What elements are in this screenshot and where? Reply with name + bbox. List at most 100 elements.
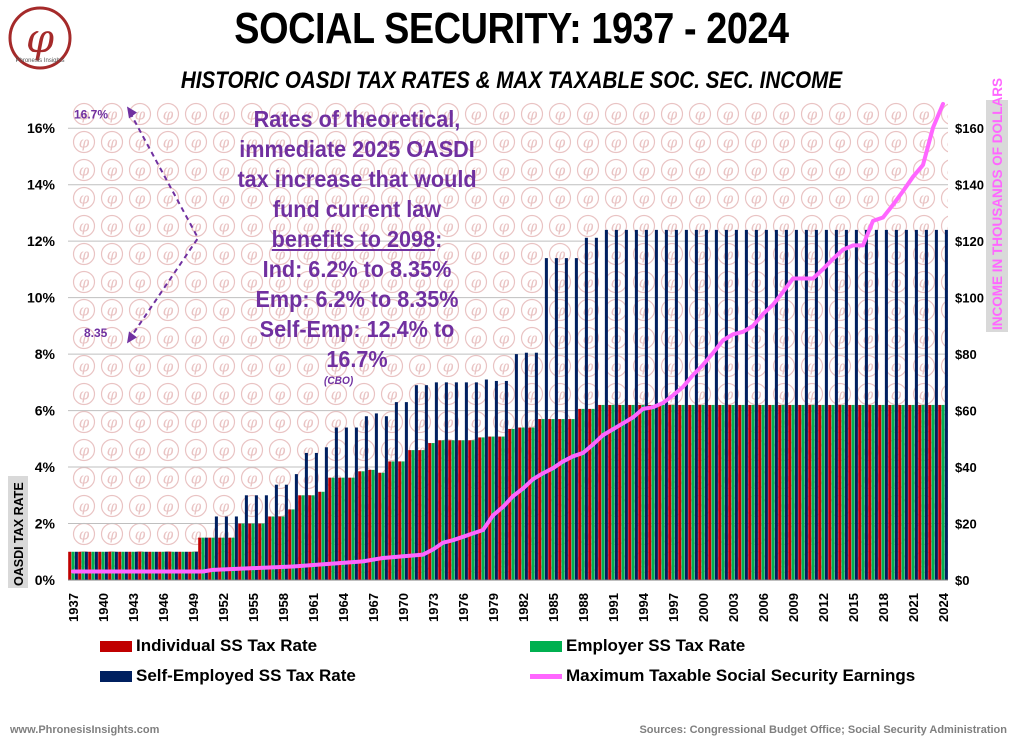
- y2-tick-label: $80: [955, 347, 977, 362]
- bar-self-employed: [834, 229, 838, 580]
- bar-self-employed: [634, 229, 638, 580]
- year-bars-1962: [318, 447, 328, 580]
- year-bars-2024: [938, 229, 948, 580]
- bar-individual: [558, 419, 562, 580]
- bar-individual: [68, 551, 72, 580]
- x-tick-label: 1955: [246, 593, 261, 622]
- bar-employer: [921, 404, 925, 580]
- x-tick-label: 1994: [636, 592, 651, 622]
- bar-employer: [531, 427, 535, 580]
- bar-individual: [98, 551, 102, 580]
- bar-employer: [91, 551, 95, 580]
- bar-self-employed: [784, 229, 788, 580]
- x-tick-label: 2003: [726, 593, 741, 622]
- year-bars-2018: [878, 229, 888, 580]
- legend-swatch-self: [100, 670, 132, 682]
- bar-employer: [491, 436, 495, 580]
- marker-top-label: 16.7%: [74, 107, 108, 121]
- bar-individual: [108, 551, 112, 580]
- x-tick-label: 1958: [276, 593, 291, 622]
- bar-employer: [521, 427, 525, 580]
- year-bars-2006: [758, 229, 768, 580]
- bar-employer: [631, 404, 635, 580]
- bar-employer: [821, 404, 825, 580]
- bar-self-employed: [274, 484, 278, 580]
- bar-employer: [721, 404, 725, 580]
- year-bars-1986: [558, 258, 568, 580]
- x-tick-label: 2012: [816, 593, 831, 622]
- bar-employer: [251, 523, 255, 580]
- legend-swatch-employer: [530, 640, 562, 652]
- bar-self-employed: [124, 551, 128, 580]
- bar-employer: [411, 450, 415, 580]
- annotation-colon: :: [435, 226, 443, 252]
- x-tick-label: 1937: [66, 593, 81, 622]
- bar-employer: [151, 551, 155, 580]
- legend-individual: Individual SS Tax Rate: [100, 636, 317, 656]
- year-bars-2017: [868, 229, 878, 580]
- bar-employer: [771, 404, 775, 580]
- bar-individual: [458, 440, 462, 580]
- year-bars-2015: [848, 229, 858, 580]
- bar-individual: [368, 469, 372, 580]
- annotation-line-1: Rates of theoretical,: [253, 106, 461, 132]
- annotation-arrow: [129, 111, 200, 339]
- y-axis-title: OASDI TAX RATE: [12, 482, 26, 586]
- y2-tick-label: $0: [955, 573, 969, 588]
- annotation-markers: 16.7% 8.35: [74, 106, 200, 344]
- bar-self-employed: [464, 382, 468, 580]
- year-bars-1955: [248, 495, 258, 580]
- bar-employer: [231, 537, 235, 580]
- bar-employer: [471, 440, 475, 580]
- year-bars-1982: [518, 352, 528, 580]
- year-bars-1999: [688, 229, 698, 580]
- year-bars-2000: [698, 229, 708, 580]
- year-bars-1945: [148, 551, 158, 580]
- bar-self-employed: [174, 551, 178, 580]
- bar-employer: [931, 404, 935, 580]
- bar-individual: [508, 428, 512, 580]
- year-bars-2010: [798, 229, 808, 580]
- bar-individual: [638, 404, 642, 580]
- bar-self-employed: [734, 229, 738, 580]
- bars: [68, 229, 948, 581]
- bar-individual: [78, 551, 82, 580]
- bar-self-employed: [564, 258, 568, 580]
- x-tick-label: 1964: [336, 592, 351, 622]
- bar-employer: [291, 509, 295, 580]
- bar-individual: [148, 551, 152, 580]
- bar-employer: [901, 404, 905, 580]
- bar-employer: [621, 404, 625, 580]
- bar-individual: [468, 440, 472, 580]
- x-tick-label: 1985: [546, 593, 561, 622]
- annotation-line-5: benefits to 2098:: [236, 224, 479, 254]
- bar-individual: [738, 404, 742, 580]
- y-tick-label: 4%: [35, 459, 56, 475]
- bar-individual: [208, 537, 212, 580]
- bar-individual: [858, 404, 862, 580]
- bar-individual: [798, 404, 802, 580]
- bar-self-employed: [694, 229, 698, 580]
- bar-individual: [828, 404, 832, 580]
- bar-individual: [678, 404, 682, 580]
- year-bars-1949: [188, 551, 198, 580]
- bar-employer: [571, 419, 575, 580]
- year-bars-1967: [368, 413, 378, 580]
- bar-self-employed: [624, 229, 628, 580]
- bar-self-employed: [344, 427, 348, 580]
- bar-self-employed: [574, 258, 578, 580]
- bar-employer: [701, 404, 705, 580]
- bar-employer: [871, 404, 875, 580]
- y-tick-label: 12%: [27, 233, 56, 249]
- bar-individual: [488, 436, 492, 580]
- year-bars-2002: [718, 229, 728, 580]
- bar-self-employed: [214, 516, 218, 580]
- bar-self-employed: [384, 416, 388, 580]
- annotation-source: (CBO): [323, 375, 354, 387]
- bar-employer: [761, 404, 765, 580]
- y-tick-label: 0%: [35, 572, 56, 588]
- bar-individual: [318, 491, 322, 580]
- bar-individual: [278, 516, 282, 580]
- bar-individual: [658, 404, 662, 580]
- bar-individual: [168, 551, 172, 580]
